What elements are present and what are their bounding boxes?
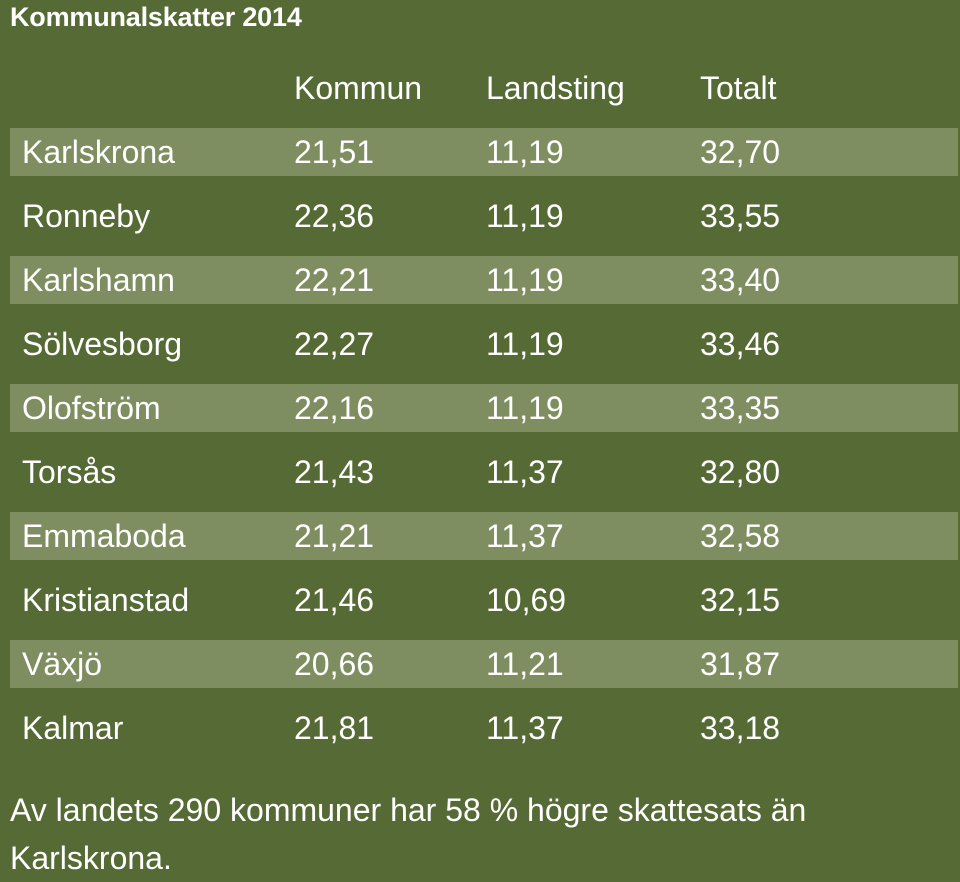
row-landsting-value: 11,37 — [486, 454, 564, 490]
row-kommun-value: 21,43 — [294, 454, 375, 490]
row-kommun-value: 22,16 — [294, 390, 375, 426]
column-header-totalt: Totalt — [700, 70, 777, 106]
table-row: Sölvesborg 22,27 11,19 33,46 — [10, 320, 958, 368]
table-row: Kristianstad 21,46 10,69 32,15 — [10, 576, 958, 624]
column-header-kommun: Kommun — [294, 70, 423, 106]
row-totalt-value: 32,80 — [700, 454, 781, 490]
row-landsting-value: 11,37 — [486, 518, 564, 554]
row-landsting-value: 11,19 — [486, 326, 564, 362]
row-landsting-value: 11,37 — [486, 710, 564, 746]
table-row: Växjö 20,66 11,21 31,87 — [10, 640, 958, 688]
row-kommun-value: 21,81 — [294, 710, 375, 746]
row-municipality: Torsås — [22, 454, 117, 490]
table-row: Torsås 21,43 11,37 32,80 — [10, 448, 958, 496]
row-kommun-value: 22,27 — [294, 326, 375, 362]
row-kommun-value: 20,66 — [294, 646, 375, 682]
row-totalt-value: 32,58 — [700, 518, 781, 554]
row-totalt-value: 32,15 — [700, 582, 781, 618]
row-totalt-value: 33,18 — [700, 710, 781, 746]
row-municipality: Olofström — [22, 390, 161, 426]
row-totalt-value: 33,55 — [700, 198, 781, 234]
row-kommun-value: 21,21 — [294, 518, 375, 554]
row-municipality: Kalmar — [22, 710, 124, 746]
tax-table: Karlskrona 21,51 11,19 32,70 Ronneby 22,… — [10, 128, 958, 768]
row-municipality: Sölvesborg — [22, 326, 183, 362]
table-row: Ronneby 22,36 11,19 33,55 — [10, 192, 958, 240]
row-landsting-value: 11,19 — [486, 390, 564, 426]
table-row: Emmaboda 21,21 11,37 32,58 — [10, 512, 958, 560]
row-kommun-value: 22,21 — [294, 262, 375, 298]
row-landsting-value: 11,19 — [486, 198, 564, 234]
footnote: Av landets 290 kommuner har 58 % högre s… — [10, 792, 807, 876]
row-municipality: Kristianstad — [22, 582, 190, 618]
row-municipality: Karlskrona — [22, 134, 175, 170]
row-totalt-value: 33,46 — [700, 326, 781, 362]
table-row: Olofström 22,16 11,19 33,35 — [10, 384, 958, 432]
row-totalt-value: 33,40 — [700, 262, 781, 298]
row-municipality: Växjö — [22, 646, 103, 682]
row-kommun-value: 22,36 — [294, 198, 375, 234]
row-landsting-value: 11,19 — [486, 262, 564, 298]
row-kommun-value: 21,51 — [294, 134, 375, 170]
row-municipality: Emmaboda — [22, 518, 186, 554]
table-row: Karlskrona 21,51 11,19 32,70 — [10, 128, 958, 176]
column-header-landsting: Landsting — [486, 70, 625, 106]
row-landsting-value: 11,21 — [486, 646, 564, 682]
row-totalt-value: 33,35 — [700, 390, 781, 426]
row-totalt-value: 31,87 — [700, 646, 781, 682]
row-landsting-value: 10,69 — [486, 582, 567, 618]
row-kommun-value: 21,46 — [294, 582, 375, 618]
page-title: Kommunalskatter 2014 — [10, 2, 302, 32]
row-municipality: Karlshamn — [22, 262, 175, 298]
row-totalt-value: 32,70 — [700, 134, 781, 170]
table-header: Kommun Landsting Totalt — [10, 66, 958, 110]
row-municipality: Ronneby — [22, 198, 151, 234]
table-row: Karlshamn 22,21 11,19 33,40 — [10, 256, 958, 304]
table-row: Kalmar 21,81 11,37 33,18 — [10, 704, 958, 752]
row-landsting-value: 11,19 — [486, 134, 564, 170]
